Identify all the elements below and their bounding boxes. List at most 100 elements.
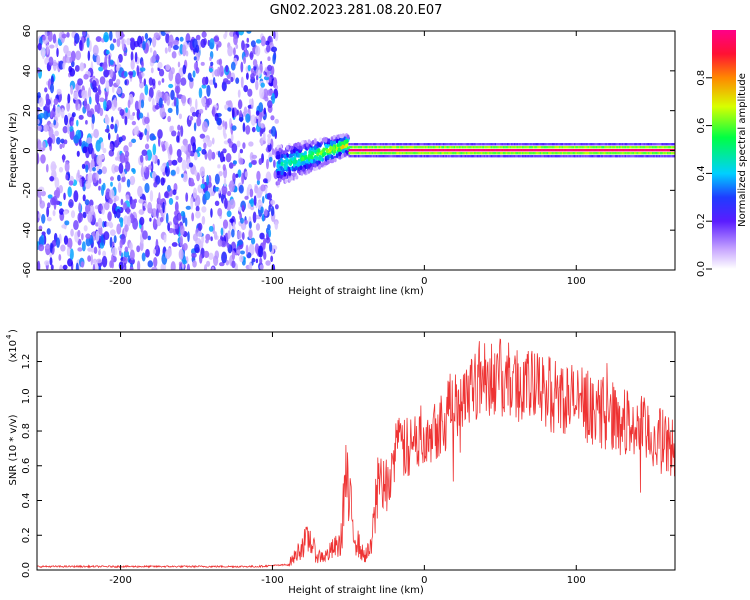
spectrogram-cell [78,138,82,147]
spectrogram-cell [613,151,616,155]
spectrogram-cell [599,143,602,146]
spectrogram-cell [296,153,300,158]
spectrogram-cell [363,143,366,146]
spectrogram-cell [173,39,179,46]
spectrogram-cell [204,190,211,201]
spectrogram-cell [537,149,539,152]
spectrogram-cell [174,201,179,213]
spectrogram-cell [662,146,665,149]
spectrogram-cell [303,150,307,156]
spectrogram-cell [397,149,400,152]
spectrogram-cell [445,146,448,149]
spectrogram-cell [87,211,93,223]
spectrogram-cell [349,146,352,149]
spectrogram-cell [576,149,579,152]
spectrogram-cell [169,143,173,156]
spectrogram-cell [377,154,379,158]
spectrogram-cell [238,99,243,110]
spectrogram-cell [643,146,646,149]
spectrogram-cell [419,149,422,152]
spectrogram-cell [486,146,489,149]
spectrogram-cell [621,154,624,158]
spectrogram-cell [264,208,268,217]
spectrogram-cell [565,154,568,158]
spectrogram-cell [494,149,497,152]
spectrogram-cell [159,216,164,223]
spectrogram-cell [486,151,489,155]
spectrogram-cell [50,75,54,86]
spectrogram-cell [246,187,250,199]
spectrogram-cell [305,159,309,164]
spectrogram-cell [271,46,278,53]
spectrogram-cell [237,240,243,246]
spectrogram-cell [38,244,45,252]
spectrogram-cell [545,143,547,146]
spectrogram-cell [624,154,627,158]
spectrogram-cell [598,149,601,152]
spectrogram-cell [479,143,482,146]
spectrogram-cell [389,146,392,149]
spectrogram-cell [487,151,490,155]
spectrogram-cell [270,199,276,205]
spectrogram-cell [187,231,190,243]
spectrogram-cell [109,189,115,199]
spectrogram-cell [498,146,501,149]
spectrogram-cell [513,154,516,158]
spectrogram-cell [277,180,281,186]
spectrogram-cell [612,151,614,155]
spectrogram-cell [407,146,409,149]
spectrogram-cell [567,154,569,158]
spectrogram-cell [614,149,617,152]
spectrogram-cell [545,146,547,149]
spectrogram-cell [210,236,213,242]
spectrogram-cell [661,154,664,158]
spectrogram-cell [595,149,598,152]
spectrogram-cell [599,154,602,158]
spectrogram-cell [586,149,588,152]
spectrogram-cell [471,149,474,152]
spectrogram-cell [560,143,563,146]
spectrogram-cell [366,146,368,149]
spectrogram-cell [579,149,582,152]
spectrogram-cell [623,149,625,152]
spectrogram-cell [594,149,597,152]
spectrogram-cell [67,186,72,198]
spectrogram-cell [62,154,65,163]
spectrogram-cell [112,85,115,93]
spectrogram-cell [285,145,289,150]
spectrogram-cell [128,141,133,148]
spectrogram-cell [356,143,359,146]
spectrogram-cell [412,146,415,149]
spectrogram-cell [221,251,228,264]
spectrogram-cell [60,107,65,119]
spectrogram-cell [418,149,420,152]
spectrogram-cell [459,149,461,152]
spectrogram-cell [177,61,181,68]
spectrogram-cell [671,154,673,158]
spectrogram-cell [93,246,98,254]
spectrogram-cell [505,146,508,149]
spectrogram-cell [284,149,288,155]
spectrogram-cell [385,154,388,158]
spectrogram-cell [573,146,576,149]
spectrogram-cell [491,151,494,155]
spectrogram-cell [63,139,68,145]
spectrogram-cell [522,154,524,158]
spectrogram-cell [620,143,623,146]
spectrogram-cell [584,151,587,155]
spectrogram-cell [497,154,500,158]
spectrogram-cell [120,198,124,206]
spectrogram-cell [625,151,628,155]
spectrogram-cell [490,151,493,155]
spectrogram-cell [560,154,563,158]
spectrogram-cell [597,146,599,149]
spectrogram-cell [332,134,336,140]
spectrogram-cell [87,50,91,61]
spectrogram-cell [640,146,643,149]
spectrogram-cell [261,213,265,222]
spectrogram-cell [623,151,625,155]
spectrogram-cell [58,254,62,261]
spectrogram-cell [506,143,509,146]
spectrogram-cell [256,179,260,186]
spectrogram-cell [416,146,419,149]
